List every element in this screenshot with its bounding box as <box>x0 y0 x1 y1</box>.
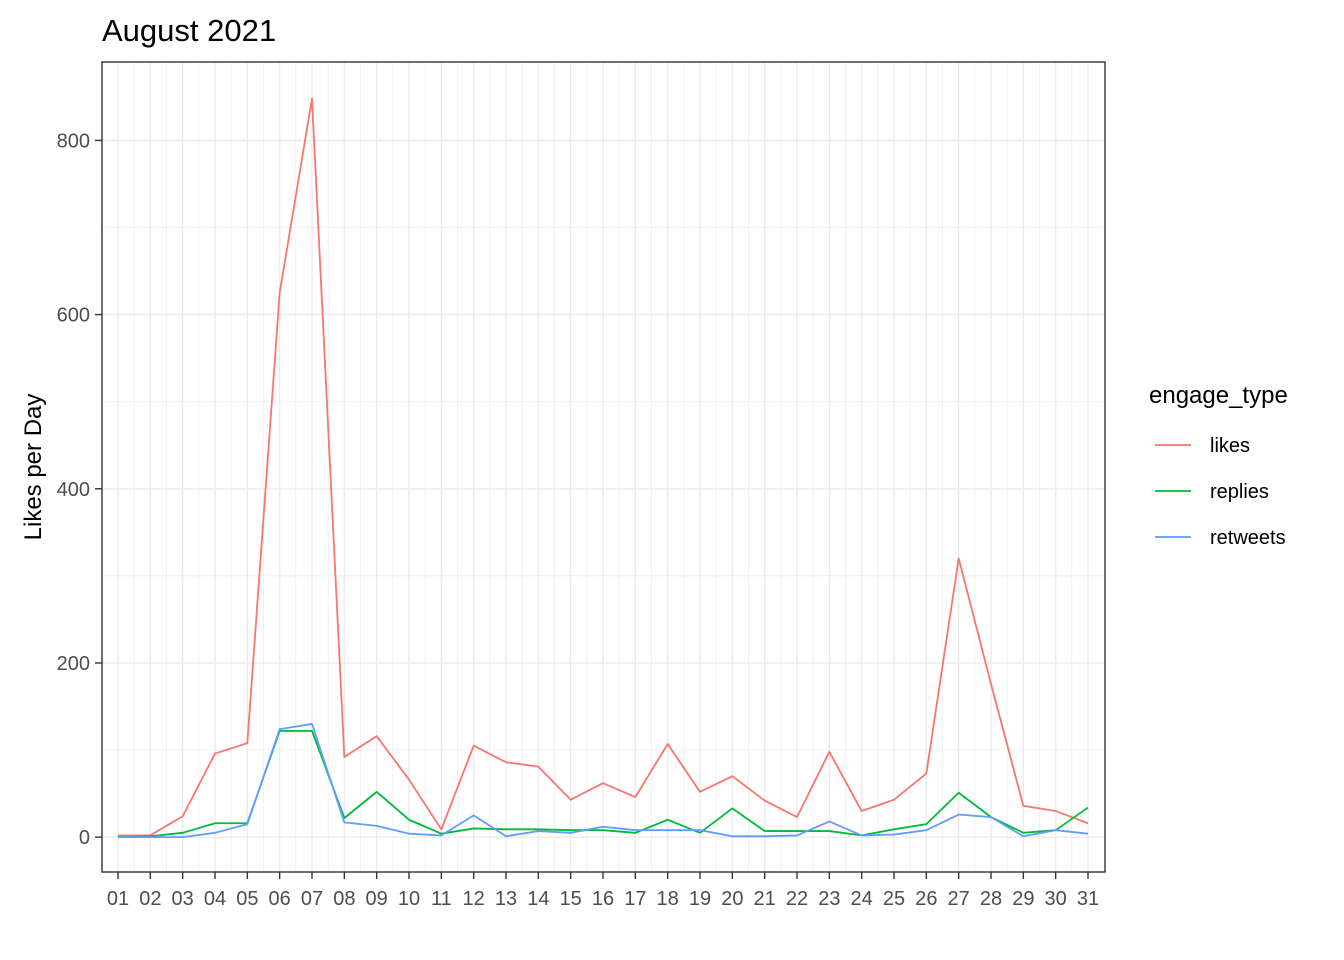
legend-label-replies: replies <box>1210 481 1269 503</box>
y-axis: 0 200 400 600 800 <box>57 130 102 849</box>
legend-title: engage_type <box>1149 382 1288 409</box>
x-tick-label: 27 <box>948 888 970 910</box>
x-tick-label: 12 <box>463 888 485 910</box>
x-tick-label: 13 <box>495 888 517 910</box>
legend-label-likes: likes <box>1210 435 1250 457</box>
x-tick-label: 07 <box>301 888 323 910</box>
y-tick-label: 0 <box>79 827 90 849</box>
x-tick-label: 24 <box>851 888 873 910</box>
x-tick-label: 15 <box>560 888 582 910</box>
x-tick-label: 03 <box>172 888 194 910</box>
series-line-retweets <box>118 723 1089 839</box>
x-tick-label: 22 <box>786 888 808 910</box>
x-tick-label: 16 <box>592 888 614 910</box>
legend: engage_type likes replies retweets <box>1149 382 1288 549</box>
chart-title: August 2021 <box>102 13 276 48</box>
x-tick-label: 28 <box>980 888 1002 910</box>
x-axis: 01 02 03 04 05 06 07 08 09 10 11 12 13 14 15 16 17 18 19 20… <box>107 872 1099 910</box>
x-tick-label: 05 <box>236 888 258 910</box>
y-tick-label: 800 <box>57 130 90 152</box>
x-tick-label: 29 <box>1012 888 1034 910</box>
x-tick-label: 23 <box>818 888 840 910</box>
y-tick-label: 200 <box>57 653 90 675</box>
x-tick-label: 06 <box>269 888 291 910</box>
x-tick-label: 08 <box>333 888 355 910</box>
x-tick-label: 21 <box>754 888 776 910</box>
x-tick-label: 20 <box>721 888 743 910</box>
x-tick-label: 09 <box>366 888 388 910</box>
y-tick-label: 600 <box>57 305 90 327</box>
x-tick-label: 01 <box>107 888 129 910</box>
x-tick-label: 30 <box>1045 888 1067 910</box>
x-tick-label: 26 <box>915 888 937 910</box>
x-tick-label: 04 <box>204 888 226 910</box>
plot-grid <box>102 62 1105 872</box>
x-tick-label: 31 <box>1077 888 1099 910</box>
y-axis-title: Likes per Day <box>20 394 47 541</box>
x-tick-label: 17 <box>624 888 646 910</box>
x-tick-label: 10 <box>398 888 420 910</box>
y-tick-label: 400 <box>57 479 90 501</box>
x-tick-label: 19 <box>689 888 711 910</box>
x-tick-label: 02 <box>139 888 161 910</box>
x-tick-label: 11 <box>431 888 452 910</box>
x-tick-label: 25 <box>883 888 905 910</box>
x-tick-label: 14 <box>527 888 549 910</box>
x-tick-label: 18 <box>657 888 679 910</box>
series-lines <box>117 97 1089 839</box>
legend-label-retweets: retweets <box>1210 527 1286 549</box>
series-line-likes <box>118 97 1089 837</box>
